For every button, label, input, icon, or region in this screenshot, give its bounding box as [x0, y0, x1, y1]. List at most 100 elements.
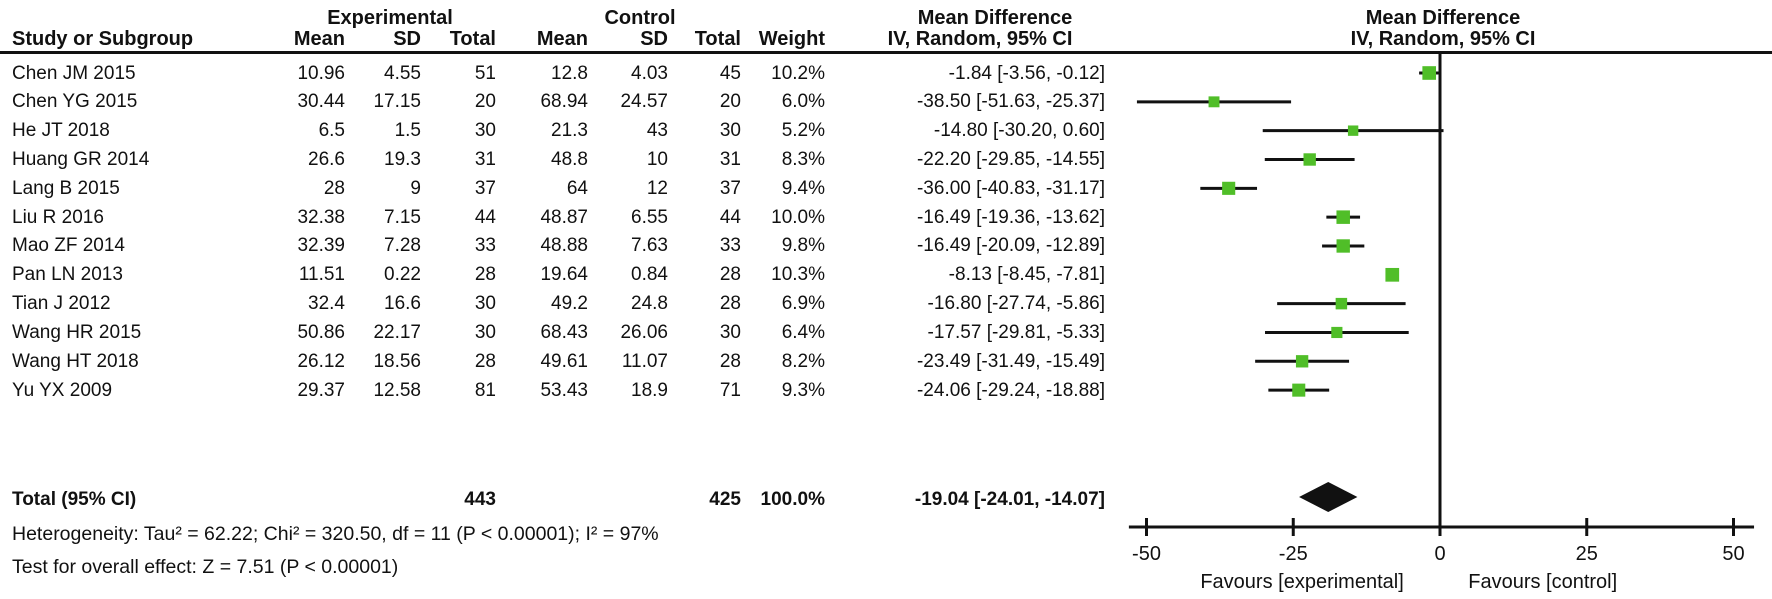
axis-tick-label: -50 [1132, 543, 1161, 565]
study-weight: 6.9% [781, 293, 825, 315]
col-header-ci-numeric: IV, Random, 95% CI [887, 28, 1073, 50]
study-sd-experimental: 0.22 [384, 264, 421, 286]
axis-tick-label: 0 [1434, 543, 1445, 565]
study-row: Mao ZF 2014 32.39 7.28 33 48.88 7.63 33 … [0, 231, 1120, 260]
study-mean-control: 48.8 [551, 148, 588, 170]
effect-square [1295, 355, 1309, 368]
study-mean-experimental: 32.38 [297, 206, 345, 228]
study-row: Wang HT 2018 26.12 18.56 28 49.61 11.07 … [0, 347, 1120, 376]
study-mean-control: 64 [566, 177, 588, 199]
study-mean-experimental: 11.51 [298, 264, 345, 286]
study-mean-experimental: 26.12 [297, 350, 345, 372]
study-sd-experimental: 4.55 [384, 62, 421, 84]
total-n-experimental: 443 [464, 489, 496, 510]
header-divider-line [0, 51, 1772, 54]
axis-tick-label: -25 [1279, 543, 1308, 565]
col-header-mean-exp: Mean [293, 28, 345, 50]
study-name: Wang HR 2015 [12, 321, 142, 343]
study-row: Huang GR 2014 26.6 19.3 31 48.8 10 31 8.… [0, 145, 1120, 174]
study-total-control: 28 [719, 350, 741, 372]
study-total-experimental: 30 [474, 293, 496, 315]
study-sd-control: 24.8 [631, 293, 668, 315]
effect-square [1385, 267, 1400, 282]
study-mean-control: 49.2 [551, 293, 588, 315]
study-sd-experimental: 16.6 [384, 293, 421, 315]
study-mean-control: 53.43 [540, 379, 588, 401]
study-ci-text: -24.06 [-29.24, -18.88] [916, 379, 1105, 401]
col-header-total-ctl: Total [694, 28, 741, 50]
study-sd-control: 26.06 [620, 321, 668, 343]
study-sd-experimental: 18.56 [373, 350, 421, 372]
study-ci-text: -1.84 [-3.56, -0.12] [948, 62, 1105, 84]
study-sd-control: 4.03 [631, 62, 668, 84]
total-label: Total (95% CI) [12, 489, 137, 510]
study-ci-text: -8.13 [-8.45, -7.81] [948, 264, 1105, 286]
study-total-control: 37 [719, 177, 741, 199]
effect-square [1347, 125, 1359, 136]
study-weight: 8.2% [781, 350, 825, 372]
study-mean-experimental: 32.4 [308, 293, 345, 315]
total-ci-text: -19.04 [-24.01, -14.07] [914, 489, 1105, 510]
study-row: Wang HR 2015 50.86 22.17 30 68.43 26.06 … [0, 318, 1120, 347]
col-header-sd-exp: SD [393, 28, 421, 50]
study-name: Chen YG 2015 [12, 91, 138, 113]
study-row: Chen YG 2015 30.44 17.15 20 68.94 24.57 … [0, 87, 1120, 116]
study-sd-control: 24.57 [620, 91, 668, 113]
study-name: Pan LN 2013 [12, 264, 123, 286]
effect-square [1336, 239, 1350, 253]
study-total-control: 31 [719, 148, 741, 170]
study-weight: 10.3% [771, 264, 825, 286]
study-row: Tian J 2012 32.4 16.6 30 49.2 24.8 28 6.… [0, 289, 1120, 318]
study-total-control: 30 [719, 321, 741, 343]
effect-square [1336, 210, 1350, 224]
study-mean-control: 68.94 [540, 91, 588, 113]
study-total-experimental: 81 [474, 379, 496, 401]
study-mean-experimental: 50.86 [297, 321, 345, 343]
study-mean-experimental: 10.96 [297, 62, 345, 84]
study-total-control: 71 [719, 379, 741, 401]
study-weight: 9.8% [781, 235, 825, 257]
study-sd-control: 12 [646, 177, 668, 199]
study-ci-text: -36.00 [-40.83, -31.17] [916, 177, 1105, 199]
effect-square [1335, 297, 1348, 310]
study-mean-experimental: 30.44 [297, 91, 345, 113]
study-row: Yu YX 2009 29.37 12.58 81 53.43 18.9 71 … [0, 376, 1120, 405]
study-name: Tian J 2012 [12, 293, 111, 315]
study-total-experimental: 20 [474, 91, 496, 113]
study-weight: 10.0% [771, 206, 825, 228]
study-total-control: 44 [719, 206, 741, 228]
group-header-control: Control [604, 7, 676, 29]
study-sd-control: 6.55 [631, 206, 668, 228]
col-header-sd-ctl: SD [640, 28, 668, 50]
study-weight: 9.4% [781, 177, 825, 199]
study-row: Chen JM 2015 10.96 4.55 51 12.8 4.03 45 … [0, 59, 1120, 88]
study-sd-experimental: 1.5 [394, 120, 421, 142]
study-mean-experimental: 28 [323, 177, 345, 199]
col-header-ci-plot: IV, Random, 95% CI [1350, 28, 1536, 50]
effect-header-plot: Mean Difference [1365, 7, 1521, 29]
study-mean-control: 19.64 [540, 264, 588, 286]
effect-header-numeric: Mean Difference [917, 7, 1073, 29]
study-weight: 9.3% [781, 379, 825, 401]
effect-square [1208, 96, 1220, 108]
study-mean-experimental: 29.37 [297, 379, 345, 401]
effect-square [1222, 181, 1236, 195]
study-total-control: 28 [719, 264, 741, 286]
study-total-experimental: 30 [474, 120, 496, 142]
study-ci-text: -16.49 [-20.09, -12.89] [916, 235, 1105, 257]
study-name: Mao ZF 2014 [12, 235, 125, 257]
overall-effect-text: Test for overall effect: Z = 7.51 (P < 0… [12, 556, 399, 578]
total-row: Total (95% CI) 443 425 100.0% -19.04 [-2… [0, 485, 1120, 514]
favours-experimental-label: Favours [experimental] [1200, 571, 1403, 593]
axis-tick-label: 50 [1722, 543, 1744, 565]
study-weight: 6.4% [781, 321, 825, 343]
study-total-control: 20 [719, 91, 741, 113]
col-header-weight: Weight [758, 28, 825, 50]
study-sd-experimental: 9 [410, 177, 421, 199]
effect-square [1303, 153, 1316, 166]
study-total-experimental: 51 [474, 62, 496, 84]
study-name: Liu R 2016 [12, 206, 104, 228]
study-mean-control: 48.88 [540, 235, 588, 257]
study-sd-control: 43 [646, 120, 668, 142]
